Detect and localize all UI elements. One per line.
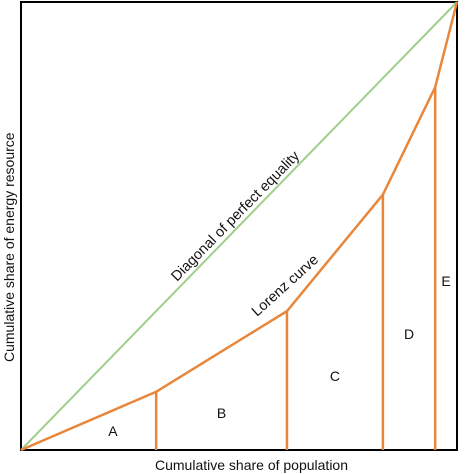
equality-line-label: Diagonal of perfect equality	[168, 148, 303, 285]
region-label-e: E	[441, 273, 450, 289]
equality-diagonal-line	[20, 1, 458, 451]
region-label-b: B	[217, 405, 226, 421]
lorenz-curve-line	[20, 1, 459, 452]
y-axis-label: Cumulative share of energy resource	[1, 132, 17, 362]
region-label-c: C	[330, 368, 340, 384]
x-axis-label: Cumulative share of population	[155, 457, 348, 473]
region-labels: A B C D E	[108, 273, 451, 439]
region-label-a: A	[108, 423, 118, 439]
region-label-d: D	[404, 326, 414, 342]
plot-frame	[20, 1, 458, 451]
lorenz-curve-label: Lorenz curve	[249, 252, 322, 320]
region-dividers	[154, 87, 437, 450]
